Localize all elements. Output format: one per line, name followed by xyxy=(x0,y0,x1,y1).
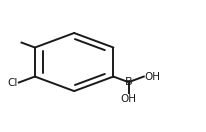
Text: Cl: Cl xyxy=(7,77,18,88)
Text: B: B xyxy=(125,77,132,87)
Text: OH: OH xyxy=(121,94,137,104)
Text: OH: OH xyxy=(145,72,161,82)
